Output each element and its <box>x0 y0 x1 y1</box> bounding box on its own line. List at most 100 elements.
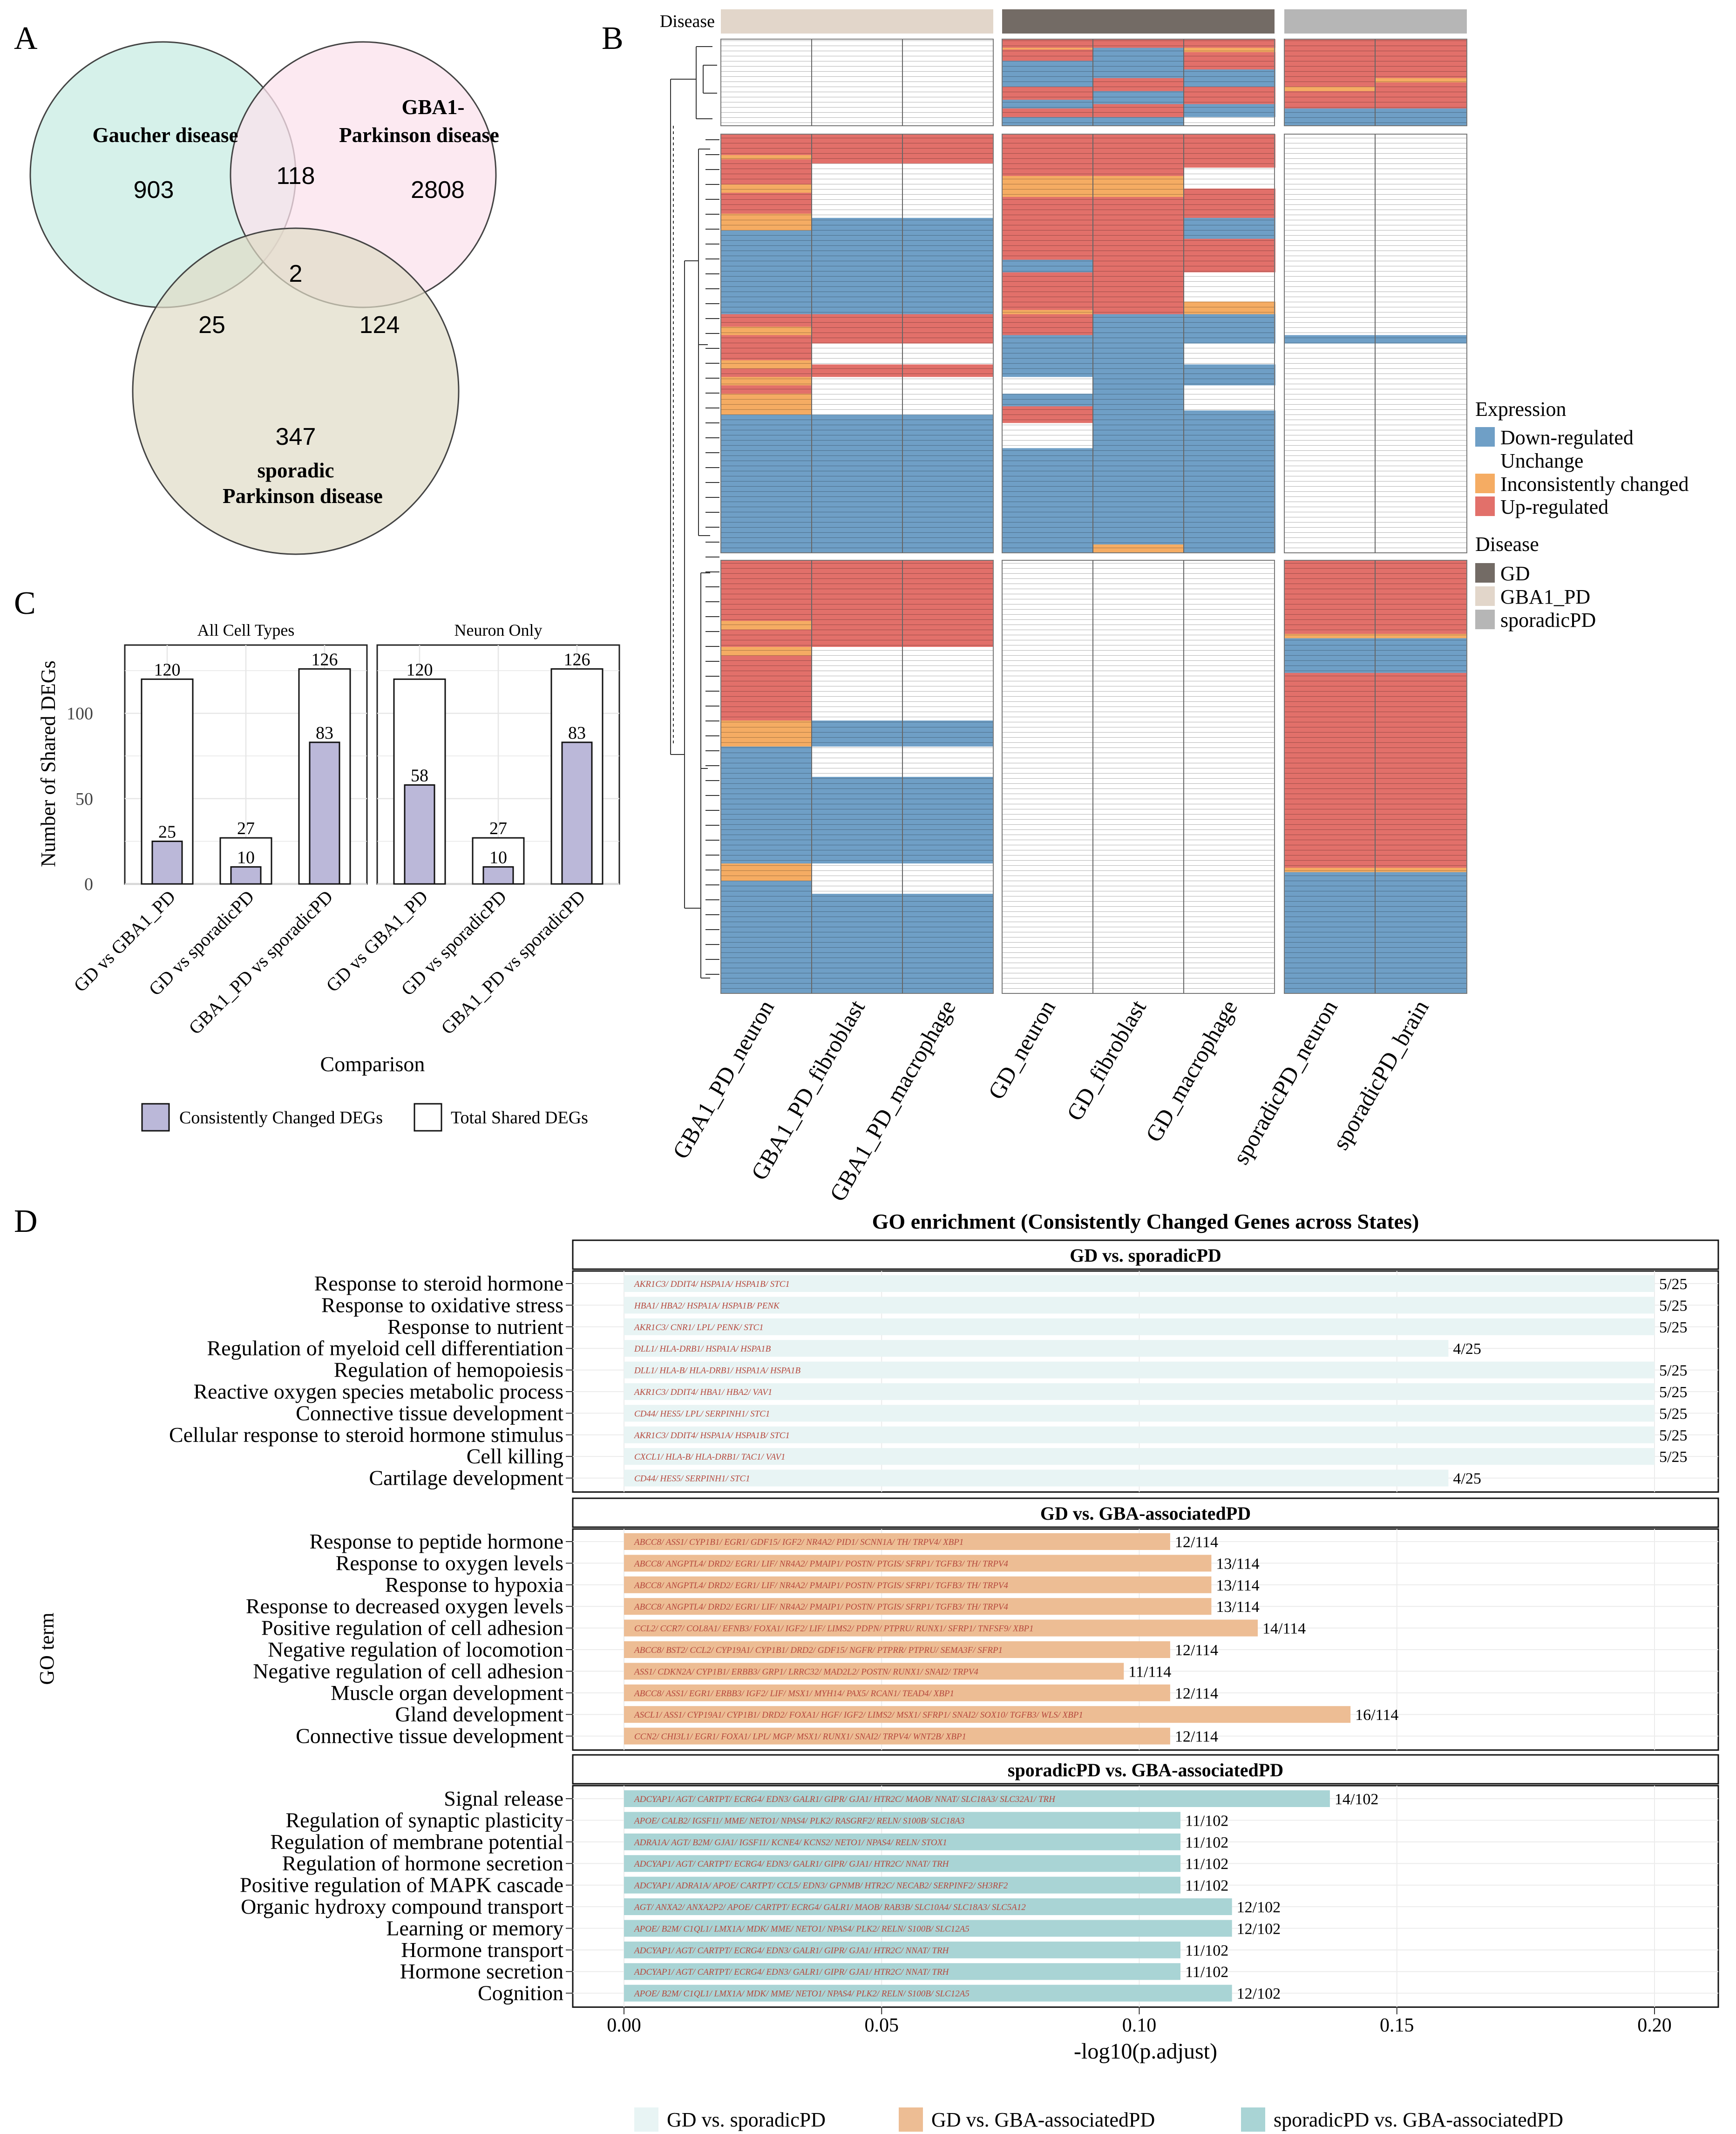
go-bar-genes: APOE/ CALB2/ IGSF11/ MME/ NETO1/ NPAS4/ … <box>633 1816 964 1826</box>
heatmap-column-label: GD_neuron <box>983 996 1060 1104</box>
go-bar-count: 12/102 <box>1237 1985 1281 2003</box>
go-bar <box>624 1684 1170 1701</box>
go-bar <box>624 1598 1212 1615</box>
legend-label-up: Up-regulated <box>1500 496 1608 518</box>
heatmap-block-border <box>720 560 994 994</box>
heatmap-block-border <box>720 134 994 553</box>
go-bar-genes: AKR1C3/ DDIT4/ HSPA1A/ HSPA1B/ STC1 <box>633 1279 790 1289</box>
go-bar-genes: ABCC8/ ANGPTL4/ DRD2/ EGR1/ LIF/ NR4A2/ … <box>633 1602 1008 1612</box>
chart-d-legend-key <box>1241 2107 1265 2132</box>
go-bar <box>624 1727 1170 1745</box>
chart-d-facet-strip <box>572 1754 1719 1785</box>
go-bar <box>624 1833 1181 1850</box>
bar-total-label: 27 <box>489 819 507 838</box>
legend-key-gba1 <box>1475 586 1495 606</box>
heatmap-row-lines <box>721 134 993 553</box>
go-bar-count: 12/114 <box>1175 1642 1218 1659</box>
heatmap-row-lines <box>721 39 993 126</box>
bar-total-label: 126 <box>564 650 590 669</box>
go-bar-count: 4/25 <box>1453 1340 1481 1358</box>
venn-circle-sporadic <box>132 227 460 555</box>
heatmap-column-label: sporadicPD_neuron <box>1227 996 1343 1169</box>
chart-d-facet-title: GD vs. GBA-associatedPD <box>1040 1503 1251 1524</box>
heatmap-row-lines <box>1002 134 1275 553</box>
go-bar <box>624 1941 1181 1958</box>
go-bar <box>624 1318 1655 1335</box>
go-bar-count: 12/114 <box>1175 1685 1218 1702</box>
chart-d-xtick: 0.10 <box>1122 2015 1157 2036</box>
disease-annotation-bar <box>1284 9 1467 34</box>
venn-count-gaucher-sporadic: 25 <box>198 312 225 339</box>
go-bar-count: 5/25 <box>1659 1427 1687 1444</box>
go-bar <box>624 1619 1258 1637</box>
heatmap-column-label: GD_fibroblast <box>1061 995 1151 1125</box>
bar-consistent-label: 25 <box>158 822 176 842</box>
go-term-label: Positive regulation of MAPK cascade <box>240 1873 563 1897</box>
venn-label-sporadic-line1: sporadic <box>257 459 334 482</box>
go-term-label: Connective tissue development <box>296 1401 563 1425</box>
go-bar-genes: ADCYAP1/ AGT/ CARTPT/ ECRG4/ EDN3/ GALR1… <box>633 1794 1056 1804</box>
go-bar-count: 16/114 <box>1355 1706 1398 1724</box>
legend-key-inconsistent <box>1475 474 1495 493</box>
go-bar <box>624 1984 1232 2002</box>
go-bar-genes: CD44/ HES5/ LPL/ SERPINH1/ STC1 <box>634 1409 770 1419</box>
go-bar <box>624 1469 1449 1487</box>
go-bar <box>624 1340 1449 1357</box>
chart-d-xtick: 0.15 <box>1380 2015 1414 2036</box>
disease-annotation-bar <box>1002 9 1275 34</box>
heatmap-block-border <box>1002 134 1275 553</box>
chart-d-xtick: 0.00 <box>607 2015 641 2036</box>
go-bar-count: 14/102 <box>1335 1791 1378 1808</box>
panel-label-b: B <box>602 20 624 56</box>
go-term-label: Response to decreased oxygen levels <box>246 1594 563 1618</box>
go-term-label: Cognition <box>478 1981 563 2005</box>
go-bar-genes: ABCC8/ ASS1/ CYP1B1/ EGR1/ GDF15/ IGF2/ … <box>633 1537 963 1547</box>
go-bar-count: 5/25 <box>1659 1362 1687 1380</box>
bar-consistently-changed <box>151 840 183 885</box>
go-bar-genes: DLL1/ HLA-B/ HLA-DRB1/ HSPA1A/ HSPA1B <box>634 1366 801 1376</box>
expression-legend-title: Expression <box>1475 398 1566 421</box>
go-bar-genes: ABCC8/ ASS1/ EGR1/ ERBB3/ IGF2/ LIF/ MSX… <box>633 1689 954 1699</box>
go-bar-genes: ADCYAP1/ ADRA1A/ APOE/ CARTPT/ CCL5/ EDN… <box>633 1881 1008 1891</box>
bar-consistent-label: 10 <box>237 848 255 867</box>
go-term-label: Response to nutrient <box>387 1315 563 1339</box>
heatmap-column-label: sporadicPD_brain <box>1327 996 1434 1155</box>
go-bar-genes: ADCYAP1/ AGT/ CARTPT/ ECRG4/ EDN3/ GALR1… <box>633 1967 949 1977</box>
go-bar-count: 11/102 <box>1185 1834 1228 1851</box>
legend-key-gd <box>1475 563 1495 583</box>
go-bar-count: 12/102 <box>1237 1899 1281 1916</box>
go-bar-count: 13/114 <box>1216 1555 1259 1572</box>
panel-label-d: D <box>14 1203 38 1239</box>
legend-label-down: Down-regulated <box>1500 426 1634 449</box>
disease-legend-title: Disease <box>1475 533 1539 556</box>
legend-label-inconsistent: Inconsistently changed <box>1500 473 1689 496</box>
panel-label-c: C <box>14 585 36 621</box>
venn-count-gba1-only: 2808 <box>411 177 465 204</box>
go-bar <box>624 1448 1655 1465</box>
go-term-label: Regulation of membrane potential <box>270 1830 563 1854</box>
bar-total-label: 120 <box>407 660 433 680</box>
chart-c-legend-label-total: Total Shared DEGs <box>451 1108 588 1128</box>
chart-c-ytick: 50 <box>75 789 93 809</box>
bar-total-label: 120 <box>154 660 181 680</box>
heatmap-column-label: GD_macrophage <box>1140 996 1242 1147</box>
go-term-label: Hormone secretion <box>400 1959 563 1983</box>
go-bar-count: 11/102 <box>1185 1812 1228 1829</box>
go-term-label: Response to hypoxia <box>385 1573 563 1597</box>
venn-count-gba1-sporadic: 124 <box>359 312 400 339</box>
go-bar-genes: CD44/ HES5/ SERPINH1/ STC1 <box>634 1474 750 1484</box>
go-bar <box>624 1876 1181 1894</box>
go-bar-count: 11/114 <box>1128 1663 1171 1680</box>
go-bar-genes: CXCL1/ HLA-B/ HLA-DRB1/ TAC1/ VAV1 <box>634 1452 786 1462</box>
venn-label-gba1-line1: GBA1- <box>402 95 465 119</box>
go-bar-genes: ABCC8/ ANGPTL4/ DRD2/ EGR1/ LIF/ NR4A2/ … <box>633 1559 1008 1569</box>
go-bar <box>624 1555 1212 1572</box>
go-bar <box>624 1383 1655 1400</box>
legend-label-gba1: GBA1_PD <box>1500 585 1590 608</box>
go-term-label: Signal release <box>444 1787 563 1810</box>
bar-total-label: 27 <box>237 819 255 838</box>
disease-annotation-bar <box>721 9 993 34</box>
bar-consistently-changed <box>482 866 514 885</box>
chart-d-facet-strip <box>572 1497 1719 1528</box>
heatmap-block-border <box>1002 560 1275 994</box>
